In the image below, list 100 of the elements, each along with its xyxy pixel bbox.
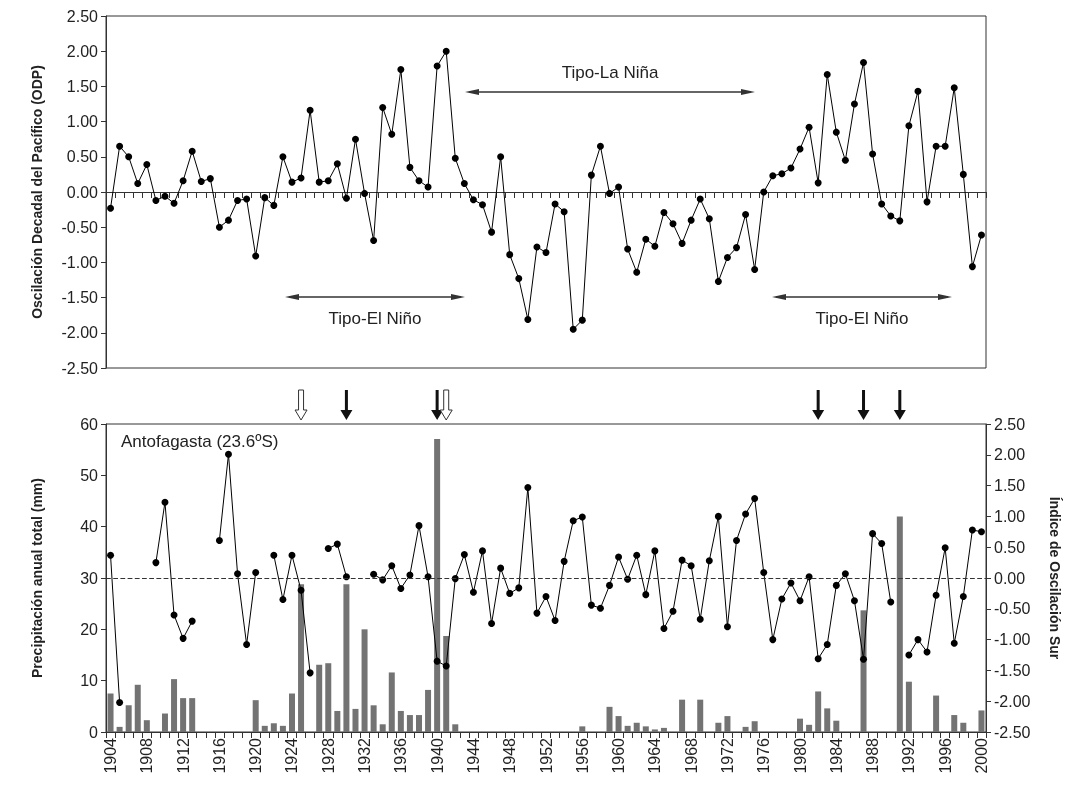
y-tick-label: -1.00 bbox=[61, 253, 99, 271]
y2-tick-label: 2.00 bbox=[994, 446, 1026, 464]
bar bbox=[388, 672, 395, 732]
bar bbox=[161, 713, 168, 732]
y-tick-label: 2.00 bbox=[66, 42, 99, 60]
bar bbox=[434, 438, 441, 732]
bar bbox=[107, 693, 114, 732]
y-tick-label: 0.50 bbox=[66, 148, 99, 166]
y2-axis-title: Índice de Oscilación Sur bbox=[1047, 496, 1063, 660]
y2-tick-label: -2.00 bbox=[994, 692, 1031, 710]
x-tick-label: 1988 bbox=[864, 737, 882, 774]
bar bbox=[325, 663, 332, 732]
y2-tick-label: -1.00 bbox=[994, 631, 1031, 649]
bar bbox=[633, 722, 640, 732]
text: Antofagasta (23.6ºS) bbox=[121, 432, 279, 451]
bar bbox=[180, 698, 187, 732]
bar bbox=[171, 679, 178, 732]
bar bbox=[261, 725, 268, 732]
bar bbox=[316, 664, 323, 732]
y2-tick-label: 1.00 bbox=[994, 507, 1026, 525]
y-axis-title: Oscilación Decadal del Pacífico (ODP) bbox=[29, 65, 45, 319]
annotation: Tipo-El Niño bbox=[815, 308, 909, 328]
x-tick-label: 1916 bbox=[210, 737, 228, 774]
bar bbox=[815, 691, 822, 732]
y2-tick-label: 0.50 bbox=[994, 538, 1026, 556]
annotation: Tipo-La Niña bbox=[561, 62, 659, 82]
y2-tick-label: -0.50 bbox=[994, 600, 1031, 618]
bar bbox=[579, 726, 586, 732]
x-tick-label: 2000 bbox=[972, 737, 990, 774]
bar bbox=[697, 699, 704, 732]
x-tick-label: 1944 bbox=[464, 737, 482, 774]
bar bbox=[896, 516, 903, 732]
x-tick-label: 1960 bbox=[610, 737, 628, 774]
y-axis-title: Precipitación anual total (mm) bbox=[29, 478, 45, 678]
bar bbox=[134, 684, 141, 732]
y-tick-label: 0.00 bbox=[66, 183, 99, 201]
x-tick-label: 1952 bbox=[537, 737, 555, 774]
bar bbox=[751, 721, 758, 732]
y-tick-label: 30 bbox=[80, 569, 99, 587]
bar bbox=[370, 705, 377, 732]
bar bbox=[270, 723, 277, 732]
bar bbox=[833, 720, 840, 732]
x-tick-label: 1908 bbox=[138, 737, 156, 774]
y2-tick-label: -1.50 bbox=[994, 661, 1031, 679]
y2-tick-label: 1.50 bbox=[994, 477, 1026, 495]
bar bbox=[978, 710, 985, 732]
x-tick-label: 1976 bbox=[755, 737, 773, 774]
y-tick-label: 20 bbox=[80, 620, 99, 638]
annotation: Tipo-El Niño bbox=[328, 308, 422, 328]
y-tick-label: -1.50 bbox=[61, 289, 99, 307]
bar bbox=[298, 584, 305, 732]
x-tick-label: 1948 bbox=[501, 737, 519, 774]
x-tick-label: 1904 bbox=[102, 737, 120, 774]
bar bbox=[715, 722, 722, 732]
bar bbox=[116, 726, 123, 732]
bar bbox=[660, 727, 667, 732]
bar bbox=[125, 705, 132, 732]
bar bbox=[397, 710, 404, 732]
bar bbox=[452, 724, 459, 732]
bar bbox=[742, 726, 749, 732]
x-tick-label: 1980 bbox=[791, 737, 809, 774]
bar bbox=[624, 725, 631, 732]
x-tick-label: 1964 bbox=[646, 737, 664, 774]
x-tick-label: 1932 bbox=[356, 737, 374, 774]
x-tick-label: 1940 bbox=[428, 737, 446, 774]
y-tick-label: -2.00 bbox=[61, 324, 99, 342]
bar bbox=[189, 698, 196, 732]
x-tick-label: 1992 bbox=[900, 737, 918, 774]
x-tick-label: 1968 bbox=[682, 737, 700, 774]
bar bbox=[352, 708, 359, 732]
y-tick-label: 50 bbox=[80, 466, 99, 484]
x-tick-label: 1996 bbox=[936, 737, 954, 774]
bar bbox=[288, 693, 295, 732]
bar bbox=[361, 629, 368, 732]
x-tick-label: 1924 bbox=[283, 737, 301, 774]
x-tick-label: 1928 bbox=[319, 737, 337, 774]
bar bbox=[679, 699, 686, 732]
bar bbox=[606, 706, 613, 732]
bar bbox=[806, 724, 813, 732]
bar bbox=[905, 681, 912, 732]
y-tick-label: 2.50 bbox=[66, 7, 99, 25]
bar bbox=[425, 689, 432, 732]
bar bbox=[933, 695, 940, 732]
y-tick-label: 10 bbox=[80, 672, 99, 690]
bar bbox=[334, 710, 341, 732]
x-tick-label: 1956 bbox=[573, 737, 591, 774]
bar bbox=[951, 715, 958, 732]
bar bbox=[379, 724, 386, 732]
bar bbox=[406, 715, 413, 732]
bar bbox=[724, 716, 731, 732]
bar bbox=[252, 700, 259, 732]
bar bbox=[143, 720, 150, 732]
x-tick-label: 1912 bbox=[174, 737, 192, 774]
y2-tick-label: 0.00 bbox=[994, 569, 1026, 587]
x-tick-label: 1920 bbox=[247, 737, 265, 774]
y-tick-label: -0.50 bbox=[61, 218, 99, 236]
y2-tick-label: -2.50 bbox=[994, 723, 1031, 741]
bar bbox=[824, 708, 831, 732]
y-tick-label: 40 bbox=[80, 518, 99, 536]
y-tick-label: 0 bbox=[89, 723, 99, 741]
